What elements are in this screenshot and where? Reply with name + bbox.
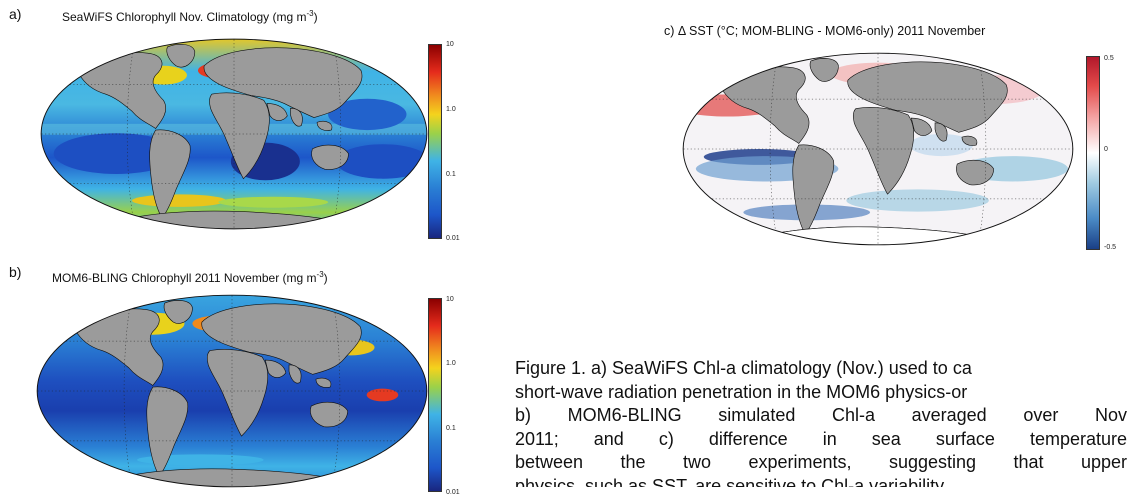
panel-b-title-end: ) <box>323 271 328 285</box>
panel-a-title: SeaWiFS Chlorophyll Nov. Climatology (mg… <box>62 9 318 24</box>
panel-b-tick-0.01: 0.01 <box>446 489 460 496</box>
panel-b-title-sup: -3 <box>316 270 324 279</box>
panel-b-letter: b) <box>9 264 22 280</box>
panel-a-colorbar <box>428 44 442 239</box>
caption-line-1: Figure 1. a) SeaWiFS Chl-a climatology (… <box>515 358 972 378</box>
caption-line-3: b) MOM6-BLING simulated Chl-a averaged o… <box>515 405 1127 425</box>
panel-b-tick-1: 1.0 <box>446 360 456 367</box>
panel-a-title-end: ) <box>313 10 318 24</box>
panel-a-letter: a) <box>9 6 22 22</box>
panel-c-sst-difference-map <box>682 52 1074 246</box>
figure-caption: Figure 1. a) SeaWiFS Chl-a climatology (… <box>515 357 1127 487</box>
panel-a-tick-1: 1.0 <box>446 106 456 113</box>
panel-b-title: MOM6-BLING Chlorophyll 2011 November (mg… <box>52 270 328 285</box>
panel-c-tick-neg-0.5: -0.5 <box>1104 244 1117 251</box>
panel-b-chlorophyll-map <box>36 294 428 488</box>
caption-line-5: between the two experiments, suggesting … <box>515 452 1127 472</box>
panel-c-tick-0.5: 0.5 <box>1104 55 1114 62</box>
panel-b-tick-10: 10 <box>446 296 454 303</box>
panel-a-tick-0.1: 0.1 <box>446 171 456 178</box>
panel-a-tick-0.01: 0.01 <box>446 235 460 242</box>
panel-c-tick-0: 0 <box>1104 146 1108 153</box>
panel-a-title-text: SeaWiFS Chlorophyll Nov. Climatology (mg… <box>62 10 307 24</box>
panel-c-colorbar <box>1086 56 1100 250</box>
panel-b-colorbar <box>428 298 442 492</box>
panel-b-tick-0.1: 0.1 <box>446 425 456 432</box>
panel-a-tick-10: 10 <box>446 41 454 48</box>
panel-c-title: c) Δ SST (°C; MOM-BLING - MOM6-only) 201… <box>664 24 986 38</box>
caption-line-6: physics, such as SST, are sensitive to C… <box>515 475 948 488</box>
panel-b-title-text: MOM6-BLING Chlorophyll 2011 November (mg… <box>52 271 317 285</box>
panel-a-chlorophyll-map <box>40 38 428 230</box>
panel-a-title-sup: -3 <box>306 9 314 18</box>
caption-line-4: 2011; and c) difference in sea surface t… <box>515 428 1127 449</box>
caption-line-2: short-wave radiation penetration in the … <box>515 381 968 402</box>
